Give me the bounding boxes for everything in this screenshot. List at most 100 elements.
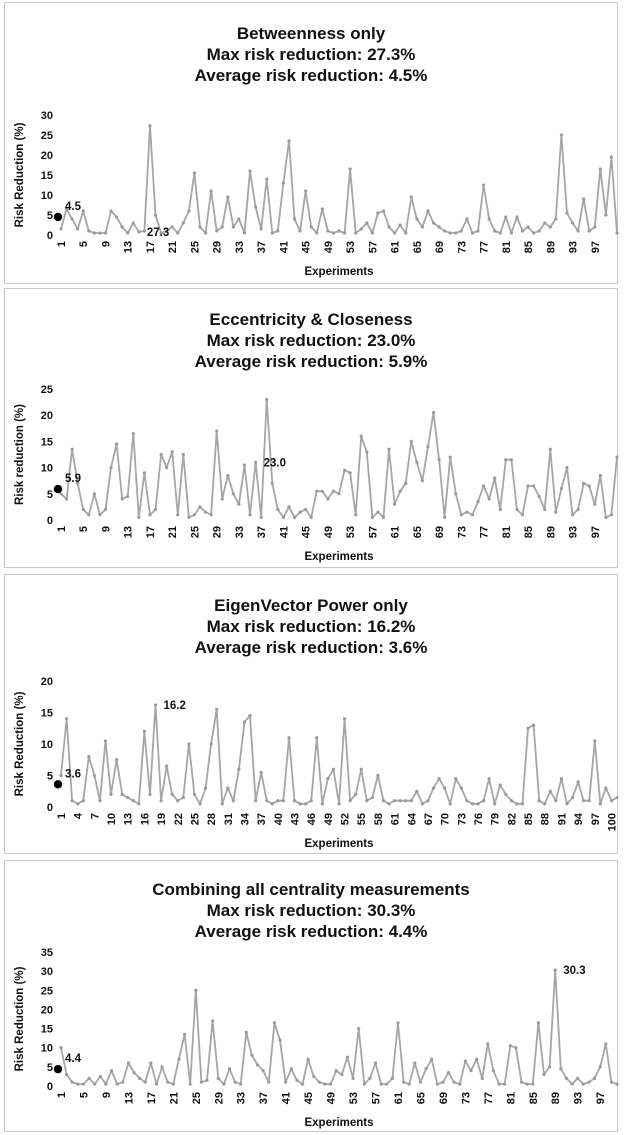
data-point	[242, 463, 247, 467]
data-point	[287, 505, 291, 509]
data-point	[430, 1057, 434, 1061]
data-point	[592, 1076, 597, 1080]
data-point	[137, 802, 141, 806]
data-point	[348, 471, 352, 475]
average-marker	[53, 484, 63, 494]
data-point	[559, 133, 564, 137]
data-point	[315, 231, 319, 235]
data-point	[292, 217, 297, 221]
data-point	[342, 717, 347, 721]
x-tick-label: 85	[523, 241, 535, 253]
data-point	[404, 231, 408, 235]
data-point	[470, 231, 475, 235]
y-tick-label: 25	[41, 985, 53, 997]
data-point	[615, 1082, 619, 1086]
data-point	[126, 1061, 130, 1065]
x-tick-label: 17	[145, 526, 157, 538]
data-point	[393, 231, 397, 235]
data-point	[407, 1082, 411, 1086]
data-point	[564, 1076, 569, 1080]
data-point	[536, 1021, 540, 1025]
data-point	[276, 799, 280, 803]
y-tick-label: 20	[41, 676, 53, 688]
data-point	[368, 1076, 372, 1080]
x-tick-label: 93	[568, 241, 580, 253]
data-point	[187, 742, 191, 746]
data-point	[98, 799, 102, 803]
data-point	[615, 455, 619, 459]
data-point	[373, 1061, 378, 1065]
data-point	[231, 225, 235, 229]
x-tick-label: 41	[281, 1092, 293, 1104]
x-tick-label: 85	[528, 1092, 540, 1104]
data-point	[276, 507, 280, 512]
x-tick-label: 5	[78, 526, 90, 532]
chart-title-line-2: Max risk reduction: 30.3%	[206, 901, 416, 920]
data-point	[70, 1080, 74, 1084]
y-tick-label: 15	[41, 1024, 53, 1036]
data-point	[270, 481, 274, 485]
data-point	[265, 177, 269, 181]
data-point	[237, 502, 241, 506]
data-point	[115, 215, 119, 219]
data-point	[323, 1082, 327, 1086]
data-point	[76, 227, 80, 231]
x-tick-label: 37	[256, 813, 268, 825]
average-marker	[53, 780, 63, 789]
data-point	[170, 450, 174, 454]
data-point	[576, 507, 580, 512]
data-point	[454, 231, 458, 235]
data-point	[170, 792, 174, 796]
data-point	[520, 229, 525, 233]
x-tick-label: 25	[191, 1092, 203, 1104]
data-point	[543, 507, 547, 512]
chart-title-line-1: EigenVector Power only	[214, 596, 408, 615]
data-point	[554, 799, 558, 803]
y-tick-label: 25	[41, 130, 53, 142]
y-tick-label: 0	[47, 802, 53, 814]
x-tick-label: 49	[323, 241, 335, 253]
data-point	[598, 1065, 602, 1069]
data-point	[476, 802, 480, 806]
x-tick-label: 7	[89, 813, 101, 819]
x-tick-label: 45	[303, 1092, 315, 1104]
data-point	[424, 1067, 428, 1071]
data-point	[532, 484, 536, 488]
x-tick-label: 33	[236, 1092, 248, 1104]
x-axis-label: Experiments	[304, 551, 373, 563]
data-point	[379, 1082, 383, 1086]
data-point	[348, 799, 352, 803]
chart-title-line-2: Max risk reduction: 16.2%	[206, 617, 416, 636]
data-point	[248, 513, 252, 517]
chart-title-line-3: Average risk reduction: 4.5%	[194, 66, 428, 85]
data-point	[159, 452, 163, 457]
data-point	[390, 1076, 394, 1080]
data-point	[281, 181, 285, 185]
data-point	[609, 155, 614, 159]
x-tick-label: 73	[456, 241, 468, 253]
chart-title-line-1: Combining all centrality measurements	[152, 880, 470, 899]
data-point	[415, 460, 419, 464]
data-point	[137, 230, 141, 234]
data-point	[300, 1082, 305, 1086]
chart-panel-combined: Combining all centrality measurements Ma…	[4, 860, 619, 1132]
data-point	[491, 1069, 496, 1073]
data-point	[171, 1082, 175, 1086]
data-point	[181, 221, 185, 225]
x-tick-label: 43	[290, 813, 302, 825]
data-point	[465, 799, 469, 803]
data-point	[261, 1069, 265, 1073]
x-tick-label: 93	[573, 1092, 585, 1104]
data-point	[176, 231, 180, 235]
data-point	[581, 1082, 585, 1086]
data-point	[381, 515, 386, 519]
x-tick-label: 1	[56, 813, 68, 819]
x-tick-label: 93	[568, 526, 580, 538]
data-point	[198, 505, 202, 509]
data-point	[198, 225, 202, 229]
data-point	[103, 231, 108, 235]
x-tick-label: 25	[189, 813, 201, 825]
data-point	[65, 1072, 69, 1077]
data-point	[137, 515, 141, 519]
average-label: 4.5	[65, 201, 82, 213]
